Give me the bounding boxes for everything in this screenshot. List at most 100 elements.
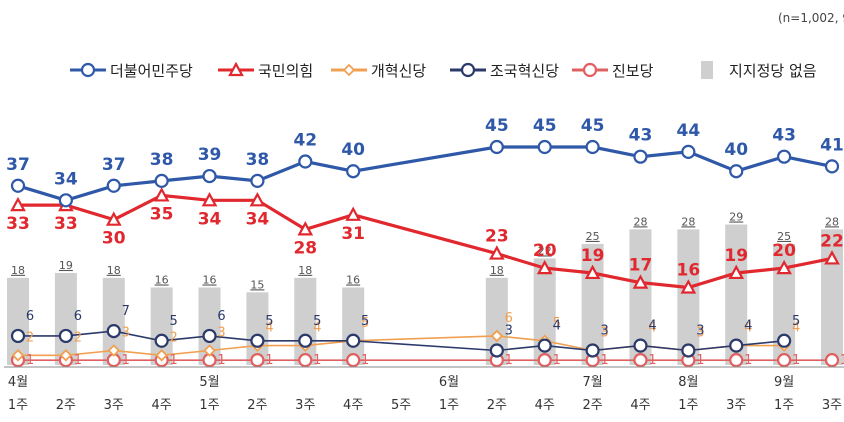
series-line bbox=[18, 193, 833, 290]
data-label: 4 bbox=[648, 321, 656, 336]
data-label: 3 bbox=[122, 325, 130, 340]
x-tick-month: 8월 bbox=[678, 375, 698, 390]
series-marker bbox=[106, 178, 121, 193]
data-label: 2 bbox=[170, 330, 178, 345]
x-tick-week: 3주 bbox=[726, 398, 746, 413]
sample-size-note: (n=1,002, 9 bbox=[778, 11, 844, 25]
no-party-bar-label: 18 bbox=[298, 264, 312, 277]
data-label: 40 bbox=[724, 140, 748, 160]
series-marker bbox=[632, 274, 649, 289]
series-marker bbox=[489, 343, 504, 358]
x-tick-week: 2주 bbox=[247, 398, 267, 413]
no-party-bar bbox=[725, 224, 748, 365]
data-label: 3 bbox=[696, 323, 704, 338]
series-marker bbox=[298, 154, 313, 169]
data-label: 30 bbox=[102, 229, 126, 249]
series-marker bbox=[250, 173, 265, 189]
x-tick-week: 1주 bbox=[774, 398, 794, 413]
series-marker bbox=[488, 245, 505, 260]
legend: 더불어민주당 국민의힘 개혁신당 조국혁신당 진보당 지지정당 없음 bbox=[70, 61, 817, 80]
series-line bbox=[17, 145, 833, 202]
legend-marker bbox=[582, 62, 598, 78]
legend-marker bbox=[342, 63, 356, 77]
data-label: 4 bbox=[265, 321, 273, 336]
data-label: 5 bbox=[170, 314, 178, 329]
series-marker bbox=[729, 164, 744, 179]
data-label: 4 bbox=[744, 319, 752, 334]
x-axis: 4월 1주 2주 3주 4주 5월 1주 2주 3주 4주 5주 6월 1주 2주 4주 7월 2주 4주 8월 1주… bbox=[4, 366, 844, 413]
series-marker bbox=[154, 173, 169, 189]
series-marker bbox=[346, 333, 361, 348]
data-label: 39 bbox=[198, 145, 222, 165]
x-tick-month: 9월 bbox=[774, 375, 794, 390]
x-tick-week: 2주 bbox=[56, 398, 76, 413]
data-label: 1 bbox=[361, 353, 369, 368]
legend-item: 국민의힘 bbox=[218, 61, 313, 80]
series-marker bbox=[105, 211, 122, 226]
x-tick-week: 1주 bbox=[678, 398, 698, 413]
series-marker bbox=[250, 333, 265, 348]
data-label: 45 bbox=[485, 116, 509, 136]
series-marker bbox=[777, 353, 792, 368]
series-marker bbox=[633, 353, 648, 368]
series-marker bbox=[585, 139, 600, 155]
series-marker bbox=[489, 139, 504, 155]
data-label: 28 bbox=[293, 238, 317, 258]
series-marker bbox=[297, 221, 314, 236]
no-party-bar bbox=[342, 287, 365, 365]
x-tick-week: 1주 bbox=[8, 398, 28, 413]
series-marker bbox=[11, 349, 25, 362]
x-tick-week: 5주 bbox=[391, 398, 411, 413]
data-label: 45 bbox=[581, 116, 605, 136]
data-label: 23 bbox=[485, 227, 509, 247]
legend-marker bbox=[228, 61, 244, 77]
x-tick-week: 4주 bbox=[630, 398, 650, 413]
x-tick-month: 6월 bbox=[439, 375, 459, 390]
data-label: 1 bbox=[648, 353, 656, 368]
no-party-bar-label: 16 bbox=[155, 273, 169, 286]
series-marker bbox=[728, 264, 745, 280]
data-label: 3 bbox=[600, 325, 608, 340]
data-label: 43 bbox=[772, 126, 796, 146]
legend-item: 지지정당 없음 bbox=[701, 61, 817, 80]
series-marker bbox=[107, 344, 121, 357]
no-party-bar-label: 25 bbox=[777, 230, 791, 243]
series-marker bbox=[346, 164, 361, 179]
data-label: 34 bbox=[54, 169, 78, 189]
data-label: 37 bbox=[102, 155, 126, 175]
legend-label: 진보당 bbox=[612, 62, 654, 80]
data-label: 7 bbox=[122, 304, 130, 319]
series-marker bbox=[537, 353, 552, 368]
no-party-bar bbox=[677, 229, 700, 365]
no-party-bar-label: 16 bbox=[203, 273, 217, 286]
series-marker bbox=[106, 323, 121, 339]
x-tick-week: 4주 bbox=[535, 398, 555, 413]
series-marker bbox=[633, 338, 648, 353]
x-tick-week: 2주 bbox=[487, 398, 507, 413]
no-party-bar-label: 15 bbox=[250, 278, 264, 291]
series-marker bbox=[776, 259, 792, 275]
data-label: 41 bbox=[820, 135, 844, 155]
data-label: 6 bbox=[26, 309, 34, 324]
series-marker bbox=[298, 353, 313, 368]
legend-item: 조국혁신당 bbox=[450, 62, 559, 80]
x-tick-week: 4주 bbox=[152, 398, 172, 413]
x-tick-week: 3주 bbox=[104, 398, 124, 413]
x-tick-week: 2주 bbox=[582, 398, 602, 413]
data-label: 2 bbox=[74, 330, 82, 345]
data-label: 1 bbox=[553, 353, 561, 368]
legend-label: 더불어민주당 bbox=[110, 62, 193, 80]
series-marker bbox=[10, 178, 26, 193]
series-marker bbox=[777, 333, 792, 348]
data-label: 1 bbox=[170, 353, 178, 368]
legend-swatch bbox=[701, 61, 713, 79]
series-marker bbox=[298, 333, 313, 348]
data-label: 5 bbox=[361, 314, 369, 329]
data-label: 38 bbox=[150, 150, 174, 170]
data-label: 42 bbox=[293, 131, 317, 151]
data-label: 45 bbox=[533, 116, 557, 136]
series-marker bbox=[777, 149, 792, 164]
series-marker bbox=[680, 279, 697, 294]
no-party-bar-label: 28 bbox=[681, 215, 695, 228]
